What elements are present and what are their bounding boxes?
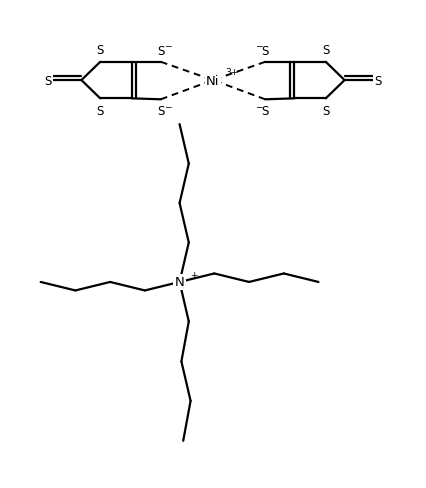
Text: −: − <box>255 41 262 50</box>
Text: S: S <box>322 104 329 118</box>
Text: −: − <box>164 102 171 111</box>
Text: S: S <box>262 105 269 118</box>
Text: S: S <box>157 105 164 118</box>
Text: +: + <box>190 270 198 279</box>
Text: S: S <box>322 44 329 57</box>
Text: Ni: Ni <box>206 75 220 87</box>
Text: S: S <box>97 104 104 118</box>
Text: S: S <box>157 45 164 58</box>
Text: −: − <box>164 41 171 50</box>
Text: N: N <box>175 276 184 289</box>
Text: S: S <box>44 75 52 87</box>
Text: S: S <box>374 75 382 87</box>
Text: −: − <box>255 102 262 111</box>
Text: S: S <box>97 44 104 57</box>
Text: S: S <box>262 45 269 58</box>
Text: 3+: 3+ <box>225 68 239 77</box>
